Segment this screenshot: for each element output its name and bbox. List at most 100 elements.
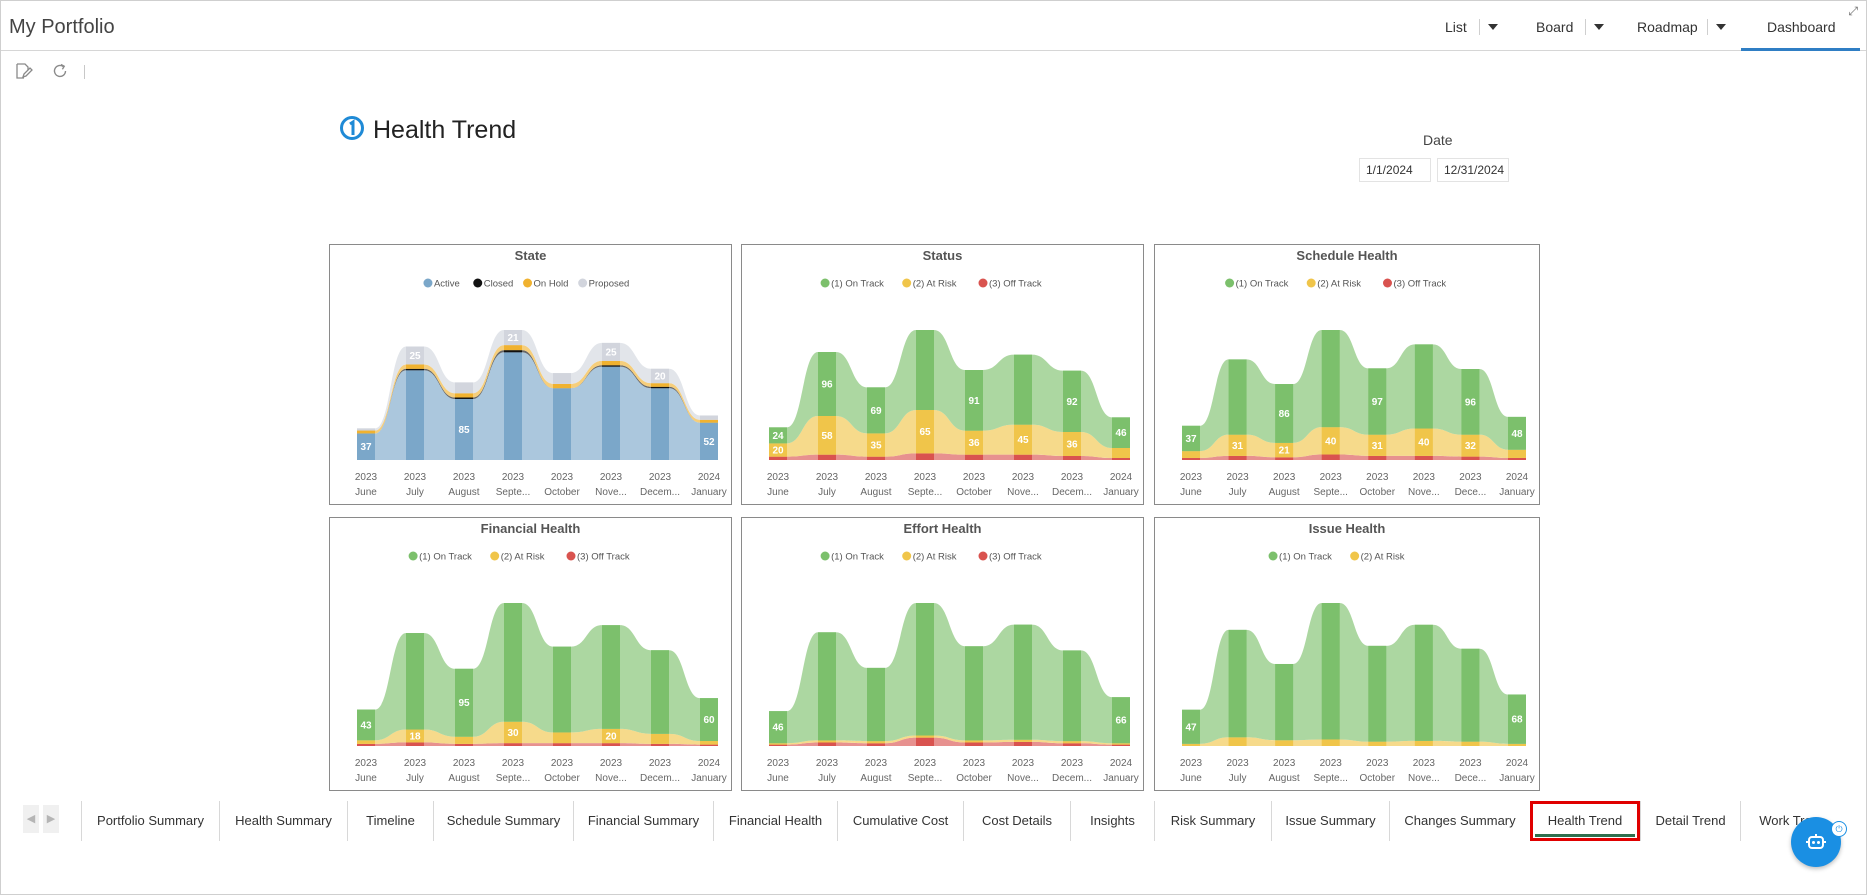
bar-1-on-track-3[interactable]	[504, 603, 522, 722]
bar-1-on-track-4[interactable]	[965, 370, 983, 431]
tab-insights[interactable]: Insights	[1070, 801, 1154, 841]
bar-closed-6[interactable]	[651, 386, 669, 389]
bar-on-hold-6[interactable]	[651, 383, 669, 387]
bar-active-3[interactable]	[504, 352, 522, 460]
bar-3-off-track-5[interactable]	[602, 743, 620, 746]
legend-label-proposed[interactable]: Proposed	[589, 279, 630, 290]
bar-3-off-track-3[interactable]	[504, 743, 522, 746]
legend-marker-2-at-risk[interactable]	[1350, 551, 1360, 561]
tab-schedule-summary[interactable]: Schedule Summary	[433, 801, 573, 841]
area-band-proposed[interactable]	[357, 330, 718, 431]
bar-active-4[interactable]	[553, 388, 571, 460]
bar-2-at-risk-5[interactable]	[1014, 424, 1032, 455]
bar-active-1[interactable]	[406, 370, 424, 460]
bar-on-hold-2[interactable]	[455, 393, 473, 398]
tab-health-summary[interactable]: Health Summary	[219, 801, 347, 841]
tab-financial-summary[interactable]: Financial Summary	[573, 801, 713, 841]
tab-financial-health[interactable]: Financial Health	[713, 801, 837, 841]
bar-2-at-risk-3[interactable]	[1321, 427, 1340, 455]
bar-3-off-track-5[interactable]	[1414, 455, 1433, 460]
bar-1-on-track-2[interactable]	[1275, 663, 1294, 741]
area-band-3-off-track[interactable]	[1182, 454, 1526, 460]
bar-1-on-track-6[interactable]	[1063, 650, 1081, 742]
bar-3-off-track-2[interactable]	[867, 456, 885, 460]
bar-2-at-risk-6[interactable]	[1461, 741, 1480, 746]
bar-active-5[interactable]	[602, 366, 620, 460]
tab-cumulative-cost[interactable]: Cumulative Cost	[837, 801, 963, 841]
area-band-2-at-risk[interactable]	[357, 721, 718, 745]
area-band-1-on-track[interactable]	[1182, 603, 1526, 744]
legend-label-2-at-risk[interactable]: (2) At Risk	[501, 552, 545, 563]
bar-2-at-risk-7[interactable]	[700, 740, 718, 745]
bar-3-off-track-7[interactable]	[1112, 458, 1130, 460]
legend-label-2-at-risk[interactable]: (2) At Risk	[1317, 279, 1361, 290]
bar-1-on-track-4[interactable]	[553, 646, 571, 733]
legend-marker-2-at-risk[interactable]	[902, 551, 912, 561]
bar-proposed-1[interactable]	[406, 346, 424, 365]
bar-2-at-risk-6[interactable]	[1063, 432, 1081, 456]
legend-marker-3-off-track[interactable]	[566, 551, 576, 561]
bar-1-on-track-1[interactable]	[1228, 359, 1247, 435]
bar-active-7[interactable]	[700, 422, 718, 460]
bar-3-off-track-4[interactable]	[965, 742, 983, 746]
bar-1-on-track-7[interactable]	[1112, 697, 1130, 744]
bar-3-off-track-0[interactable]	[769, 744, 787, 746]
date-from-input[interactable]	[1359, 158, 1431, 182]
bar-1-on-track-3[interactable]	[1321, 330, 1340, 428]
bar-1-on-track-2[interactable]	[867, 667, 885, 742]
bar-3-off-track-3[interactable]	[916, 453, 934, 460]
bar-3-off-track-2[interactable]	[867, 743, 885, 746]
bar-2-at-risk-2[interactable]	[867, 741, 885, 744]
bar-closed-3[interactable]	[504, 350, 522, 353]
bar-2-at-risk-3[interactable]	[1321, 739, 1340, 746]
bar-1-on-track-0[interactable]	[1182, 425, 1200, 452]
bar-2-at-risk-2[interactable]	[1275, 740, 1294, 746]
bar-1-on-track-6[interactable]	[651, 650, 669, 734]
area-band-3-off-track[interactable]	[769, 453, 1130, 460]
bar-1-on-track-1[interactable]	[406, 633, 424, 730]
bar-1-on-track-5[interactable]	[1014, 354, 1032, 425]
nav-roadmap[interactable]: Roadmap	[1637, 19, 1698, 35]
legend-label-2-at-risk[interactable]: (2) At Risk	[913, 552, 957, 563]
tab-cost-details[interactable]: Cost Details	[963, 801, 1070, 841]
bar-3-off-track-0[interactable]	[357, 743, 375, 746]
bar-2-at-risk-2[interactable]	[867, 433, 885, 457]
legend-marker-active[interactable]	[423, 278, 433, 288]
legend-label-1-on-track[interactable]: (1) On Track	[419, 552, 472, 563]
bar-active-2[interactable]	[455, 398, 473, 460]
bar-2-at-risk-0[interactable]	[769, 743, 787, 745]
bar-3-off-track-2[interactable]	[1275, 457, 1294, 460]
legend-marker-1-on-track[interactable]	[1268, 551, 1278, 561]
bar-2-at-risk-7[interactable]	[1508, 449, 1526, 458]
bar-1-on-track-4[interactable]	[1368, 645, 1387, 742]
legend-label-1-on-track[interactable]: (1) On Track	[831, 279, 884, 290]
bar-3-off-track-6[interactable]	[651, 743, 669, 746]
bar-3-off-track-3[interactable]	[916, 737, 934, 746]
bar-1-on-track-5[interactable]	[1414, 344, 1433, 429]
bar-2-at-risk-1[interactable]	[1228, 737, 1247, 746]
area-band-3-off-track[interactable]	[769, 737, 1130, 746]
bar-3-off-track-6[interactable]	[1063, 743, 1081, 746]
bar-2-at-risk-3[interactable]	[504, 721, 522, 744]
edit-icon[interactable]	[13, 61, 35, 83]
bar-3-off-track-6[interactable]	[1461, 456, 1480, 460]
bar-3-off-track-7[interactable]	[1112, 744, 1130, 746]
bar-2-at-risk-6[interactable]	[1461, 434, 1480, 457]
bar-on-hold-1[interactable]	[406, 364, 424, 369]
bar-closed-2[interactable]	[455, 397, 473, 399]
tab-risk-summary[interactable]: Risk Summary	[1154, 801, 1271, 841]
bar-1-on-track-0[interactable]	[1182, 709, 1200, 744]
roadmap-dropdown-icon[interactable]	[1707, 19, 1733, 35]
legend-label-3-off-track[interactable]: (3) Off Track	[989, 279, 1042, 290]
bar-2-at-risk-7[interactable]	[1508, 743, 1526, 746]
bar-2-at-risk-4[interactable]	[1368, 741, 1387, 746]
bar-1-on-track-1[interactable]	[1228, 629, 1247, 738]
legend-label-1-on-track[interactable]: (1) On Track	[831, 552, 884, 563]
bar-1-on-track-3[interactable]	[916, 330, 934, 410]
legend-marker-on-hold[interactable]	[523, 278, 533, 288]
bar-proposed-6[interactable]	[651, 368, 669, 384]
bar-3-off-track-1[interactable]	[406, 742, 424, 746]
bar-proposed-5[interactable]	[602, 342, 620, 361]
bar-on-hold-7[interactable]	[700, 419, 718, 423]
bar-3-off-track-7[interactable]	[1508, 457, 1526, 460]
